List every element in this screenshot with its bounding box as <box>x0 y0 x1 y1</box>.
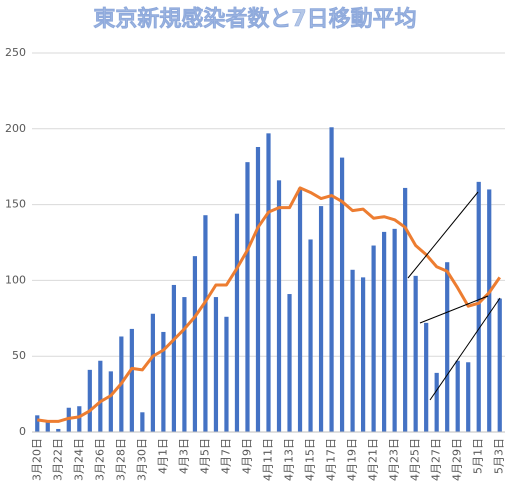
x-tick-label: 4月5日 <box>198 438 211 474</box>
bar <box>98 360 103 432</box>
bar <box>318 206 324 432</box>
bar <box>392 228 397 432</box>
bar <box>455 360 460 432</box>
bar <box>203 215 208 432</box>
bar <box>276 180 282 432</box>
bar <box>171 284 177 432</box>
bar <box>497 298 502 432</box>
bar <box>487 189 492 432</box>
x-tick-label: 4月1日 <box>156 438 169 474</box>
x-tick-label: 4月23日 <box>388 438 401 481</box>
x-tick-label: 4月19日 <box>346 438 359 481</box>
x-tick-label: 4月11日 <box>262 438 275 481</box>
bar <box>192 256 198 432</box>
annotation-line <box>429 297 501 401</box>
x-tick-label: 4月3日 <box>177 438 190 474</box>
chart-title: 東京新規感染者数と7日移動平均 <box>93 6 416 32</box>
bar <box>350 269 355 432</box>
x-tick-label: 5月3日 <box>493 438 506 474</box>
annotation-lines <box>407 191 501 401</box>
bar <box>371 245 376 432</box>
bar <box>108 371 113 432</box>
y-tick-label: 250 <box>5 46 26 59</box>
x-tick-label: 3月24日 <box>72 438 85 481</box>
bar <box>434 372 439 432</box>
x-tick-label: 5月1日 <box>472 438 485 474</box>
bar <box>266 133 271 432</box>
y-tick-label: 200 <box>5 122 26 135</box>
bar <box>224 316 229 432</box>
x-tick-label: 4月21日 <box>367 438 380 481</box>
bar <box>234 213 240 432</box>
y-tick-label: 100 <box>5 273 26 286</box>
bar <box>182 297 187 432</box>
bar <box>161 331 166 432</box>
y-tick-label: 50 <box>12 349 26 362</box>
y-tick-label: 0 <box>19 425 26 438</box>
bar <box>329 127 334 432</box>
bar <box>445 262 450 432</box>
x-tick-label: 4月25日 <box>409 438 422 481</box>
bar <box>308 239 313 432</box>
bar <box>77 406 82 432</box>
bar <box>87 369 92 432</box>
x-tick-label: 3月22日 <box>51 438 64 481</box>
bar <box>129 328 134 432</box>
bar <box>424 322 429 432</box>
bar <box>413 275 418 432</box>
annotation-line <box>407 191 479 279</box>
y-tick-label: 150 <box>5 198 26 211</box>
annotation-line <box>419 295 489 324</box>
x-tick-label: 4月17日 <box>325 438 338 481</box>
bar <box>245 162 250 433</box>
x-tick-label: 4月15日 <box>304 438 317 481</box>
bar <box>382 231 387 432</box>
bar <box>360 277 366 432</box>
bar <box>287 294 292 432</box>
x-tick-label: 4月7日 <box>219 438 232 474</box>
x-tick-label: 4月27日 <box>430 438 443 481</box>
bar <box>476 181 481 432</box>
bar <box>213 297 219 432</box>
bar <box>403 187 408 432</box>
x-tick-label: 3月20日 <box>30 438 43 481</box>
bar <box>56 428 61 432</box>
bar <box>466 362 471 432</box>
bar <box>339 157 345 432</box>
average-line <box>37 186 501 423</box>
bar <box>297 187 303 432</box>
bar <box>140 412 145 432</box>
bar <box>35 415 40 432</box>
bar <box>150 313 155 432</box>
x-tick-label: 3月28日 <box>114 438 127 481</box>
x-tick-label: 4月9日 <box>240 438 253 474</box>
x-tick-label: 4月29日 <box>451 438 464 481</box>
x-tick-label: 3月30日 <box>135 438 148 481</box>
bar <box>255 146 261 432</box>
x-tick-label: 4月13日 <box>283 438 296 481</box>
bar <box>45 421 50 432</box>
x-tick-label: 3月26日 <box>93 438 106 481</box>
